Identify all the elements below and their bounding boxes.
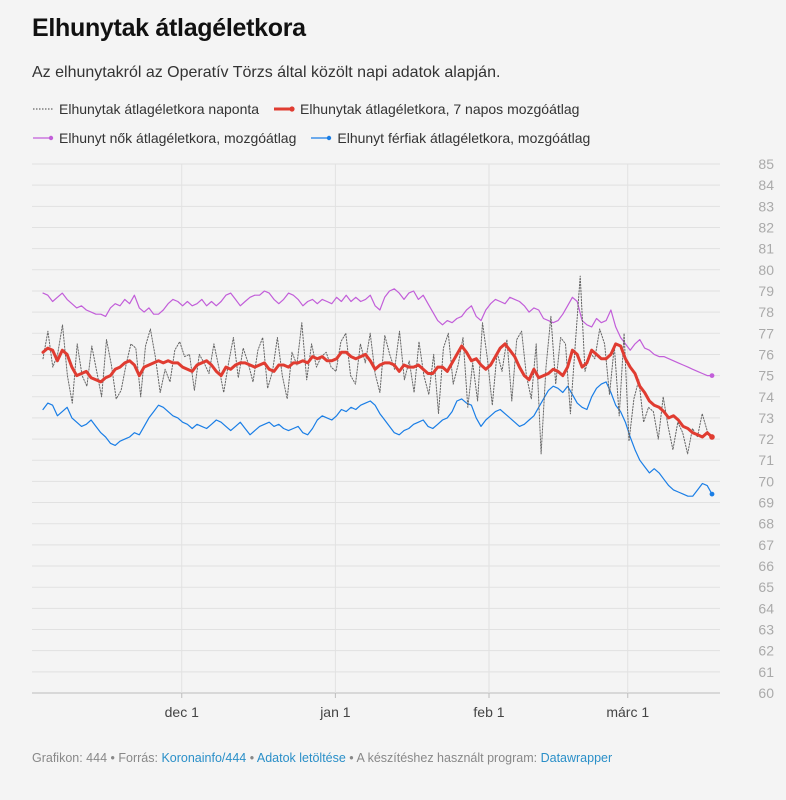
y-tick-label: 77: [758, 325, 774, 341]
y-tick-label: 82: [758, 219, 774, 235]
legend-label-women: Elhunyt nők átlagéletkora, mozgóátlag: [59, 130, 297, 146]
legend-thin-line-icon: [33, 135, 54, 141]
series-lines: [41, 275, 715, 497]
y-axis: 60 61 62 63 64 65 66 67 68 69 70 71 72 73 74 75 76 77 78 79…: [758, 156, 774, 701]
x-tick-lines: [181, 164, 629, 698]
y-tick-label: 68: [758, 516, 774, 532]
legend-label-men: Elhunyt férfiak átlagéletkora, mozgóátla…: [337, 130, 591, 146]
y-tick-label: 74: [758, 389, 774, 405]
moving-average-line: [41, 342, 714, 439]
y-tick-label: 75: [758, 368, 774, 384]
legend-dotted-line-icon: [33, 108, 53, 110]
legend-item-men[interactable]: Elhunyt férfiak átlagéletkora, mozgóátla…: [310, 130, 590, 146]
x-axis: dec 1 jan 1 feb 1 márc 1: [165, 704, 650, 720]
x-tick-label: márc 1: [606, 704, 649, 720]
footer-sep: •: [246, 751, 257, 765]
y-tick-label: 67: [758, 537, 774, 553]
legend-row-1: Elhunytak átlagéletkora naponta Elhunyta…: [32, 99, 593, 119]
y-tick-label: 71: [758, 452, 774, 468]
legend-row-2: Elhunyt nők átlagéletkora, mozgóátlag El…: [32, 128, 604, 148]
y-tick-label: 85: [758, 156, 774, 172]
men-average-endpoint: [709, 491, 715, 497]
y-tick-label: 81: [758, 241, 774, 257]
y-tick-label: 63: [758, 622, 774, 638]
legend-label-daily: Elhunytak átlagéletkora naponta: [59, 101, 260, 117]
y-tick-label: 66: [758, 558, 774, 574]
women-average-endpoint: [709, 373, 715, 378]
y-tick-label: 83: [758, 198, 774, 214]
y-tick-label: 76: [758, 346, 774, 362]
chart-subtitle: Az elhunytakról az Operatív Törzs által …: [32, 64, 501, 81]
legend-item-daily[interactable]: Elhunytak átlagéletkora naponta: [32, 101, 259, 117]
datawrapper-link[interactable]: Datawrapper: [540, 751, 613, 765]
y-tick-label: 70: [758, 473, 774, 489]
y-tick-label: 65: [758, 579, 774, 595]
chart-title: Elhunytak átlagéletkora: [32, 14, 306, 42]
y-tick-label: 64: [758, 600, 774, 616]
x-tick-label: jan 1: [319, 704, 351, 720]
y-tick-label: 80: [758, 262, 774, 278]
y-tick-label: 61: [758, 664, 774, 680]
y-tick-label: 60: [758, 685, 774, 701]
footer-credit: Grafikon: 444 • Forrás:: [32, 751, 162, 765]
legend-label-7day: Elhunytak átlagéletkora, 7 napos mozgóát…: [300, 101, 580, 117]
download-data-link[interactable]: Adatok letöltése: [256, 751, 346, 765]
y-tick-label: 72: [758, 431, 774, 447]
women-average-line: [42, 288, 713, 377]
y-tick-label: 73: [758, 410, 774, 426]
source-link[interactable]: Koronainfo/444: [161, 751, 247, 765]
footer: Grafikon: 444 • Forrás: Koronainfo/444 •…: [32, 751, 612, 765]
y-tick-label: 62: [758, 643, 774, 659]
daily-age-line: [42, 275, 713, 455]
y-tick-label: 79: [758, 283, 774, 299]
men-average-line: [42, 381, 713, 497]
legend-thick-line-icon: [274, 106, 295, 112]
footer-tool-text: • A készítéshez használt program:: [345, 751, 541, 765]
y-tick-label: 69: [758, 495, 774, 511]
x-tick-label: dec 1: [165, 704, 199, 720]
grid-lines: [32, 163, 720, 694]
x-tick-label: feb 1: [473, 704, 504, 720]
legend-item-7day[interactable]: Elhunytak átlagéletkora, 7 napos mozgóát…: [273, 101, 579, 117]
y-tick-label: 78: [758, 304, 774, 320]
y-tick-label: 84: [758, 177, 774, 193]
legend-thin-line-icon: [311, 135, 332, 141]
moving-average-endpoint: [709, 434, 715, 440]
legend-item-women[interactable]: Elhunyt nők átlagéletkora, mozgóátlag: [32, 130, 296, 146]
